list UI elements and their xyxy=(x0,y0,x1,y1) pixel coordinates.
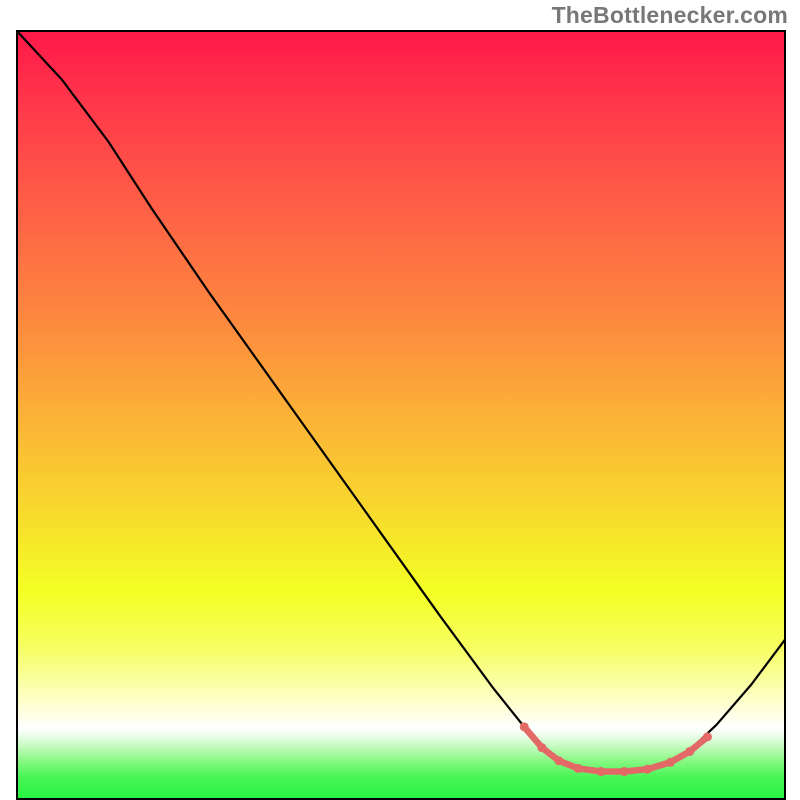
highlight-marker xyxy=(703,732,712,741)
attribution-label: TheBottlenecker.com xyxy=(552,2,788,29)
highlight-marker xyxy=(666,758,675,767)
highlight-marker xyxy=(574,764,583,773)
highlight-marker xyxy=(620,767,629,776)
highlight-marker xyxy=(597,767,606,776)
highlight-marker xyxy=(685,747,694,756)
plot-svg xyxy=(16,30,786,800)
chart-stage: TheBottlenecker.com xyxy=(0,0,800,800)
highlight-marker xyxy=(643,765,652,774)
gradient-background xyxy=(16,30,786,800)
plot-area xyxy=(16,30,786,800)
highlight-marker xyxy=(554,756,563,765)
highlight-marker xyxy=(520,722,529,731)
highlight-marker xyxy=(537,743,546,752)
